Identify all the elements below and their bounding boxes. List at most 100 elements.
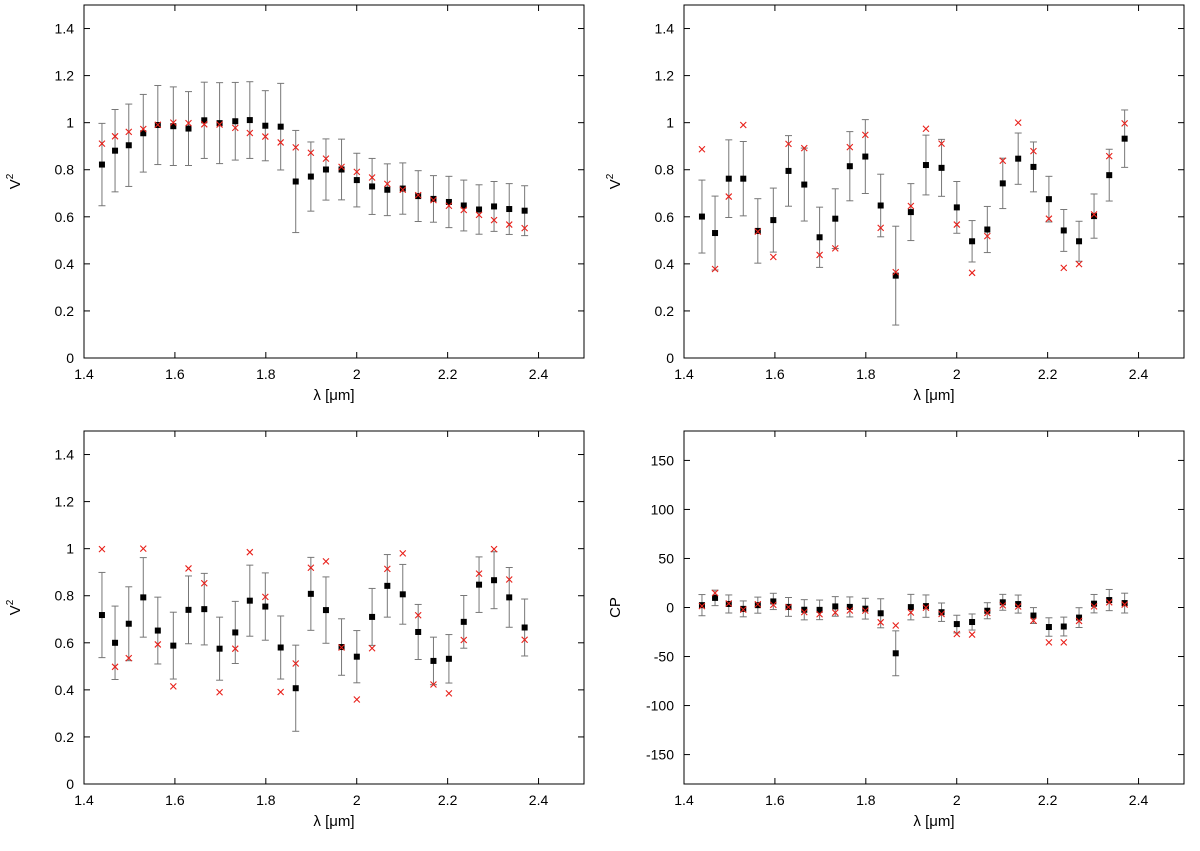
observed-marker [922, 603, 929, 610]
observed-marker [1106, 172, 1113, 179]
observed-point [98, 571, 106, 659]
x-axis-label: λ [μm] [913, 813, 954, 830]
observed-point [125, 103, 133, 187]
model-point [490, 545, 498, 553]
x-tick-label: 1.8 [856, 366, 876, 382]
model-point [907, 202, 915, 210]
observed-marker [112, 147, 119, 154]
model-point [292, 660, 300, 667]
model-point [968, 269, 976, 277]
model-point [831, 244, 839, 252]
observed-marker [862, 605, 869, 612]
model-point [754, 228, 762, 236]
observed-marker [712, 594, 719, 601]
observed-point [169, 86, 177, 166]
x-tick-label: 2 [953, 792, 961, 808]
observed-point [231, 81, 239, 161]
x-tick-label: 1.6 [765, 366, 785, 382]
observed-marker [491, 203, 498, 210]
observed-marker [399, 185, 406, 192]
model-point [877, 618, 885, 626]
model-point [861, 607, 869, 615]
observed-point [231, 600, 239, 665]
model-point [399, 186, 407, 194]
observed-marker [140, 130, 147, 137]
model-point [169, 119, 177, 127]
observed-marker [832, 603, 839, 610]
x-tick-label: 1.8 [856, 792, 876, 808]
x-tick-label: 2 [953, 366, 961, 382]
observed-point [1014, 132, 1022, 185]
model-point [139, 125, 147, 133]
x-tick-label: 1.4 [674, 366, 694, 382]
observed-marker [262, 122, 269, 129]
x-axis-label: λ [μm] [913, 387, 954, 404]
model-point [246, 548, 254, 556]
x-tick-label: 1.6 [165, 366, 185, 382]
model-point [338, 163, 345, 171]
model-point [322, 155, 330, 163]
y-tick-label: 0.2 [55, 303, 75, 319]
observed-point [1105, 148, 1113, 202]
observed-point [414, 170, 422, 223]
observed-point [429, 175, 437, 223]
y-tick-label: 100 [651, 501, 675, 517]
model-point [861, 131, 869, 139]
y-tick-label: 0.6 [55, 209, 75, 225]
plot-frame [83, 4, 585, 359]
y-tick-label: -100 [646, 698, 674, 714]
observed-marker [460, 202, 467, 209]
model-point [816, 251, 823, 259]
observed-point [846, 596, 854, 618]
observed-point [383, 163, 391, 217]
y-tick-label: 1.2 [55, 68, 75, 84]
y-tick-label: 1 [66, 115, 74, 131]
observed-marker [125, 142, 132, 149]
observed-point [1045, 617, 1053, 637]
observed-point [1045, 175, 1053, 223]
observed-point [490, 551, 498, 610]
x-tick-label: 2.2 [438, 792, 458, 808]
observed-marker [754, 602, 761, 609]
observed-marker [846, 603, 853, 610]
x-tick-label: 1.6 [165, 792, 185, 808]
observed-marker [216, 645, 223, 652]
observed-marker [506, 594, 513, 601]
observed-point [368, 157, 376, 215]
observed-marker [953, 621, 960, 628]
model-point [231, 124, 239, 132]
observed-point [922, 134, 930, 196]
model-point [154, 641, 162, 648]
model-point [831, 609, 839, 616]
model-point [922, 125, 930, 133]
y-tick-label: 1.4 [55, 21, 75, 37]
observed-point [938, 138, 946, 197]
observed-point [505, 566, 513, 628]
panel-top-left: 1.4 1.6 1.8 2 2.2 2.4 0 0.2 0.4 0.6 0.8 1 1.2 1.4 λ [μ… [5, 4, 585, 404]
observed-marker [491, 577, 498, 584]
model-point [98, 545, 106, 553]
y-tick-label: 0 [666, 600, 674, 616]
y-axis-label: V2 [5, 599, 24, 615]
panel-bottom-right: 1.4 1.6 1.8 2 2.2 2.4 -150 -100 -50 0 50 100 150 λ [μ… [607, 430, 1185, 830]
observed-marker [415, 193, 422, 200]
observed-point [892, 630, 900, 677]
observed-point [846, 131, 854, 202]
observed-point [490, 181, 498, 232]
observed-marker [369, 613, 376, 620]
y-axis-label: V2 [5, 173, 24, 189]
model-point [983, 609, 991, 617]
model-point [521, 636, 529, 644]
observed-marker [201, 606, 208, 613]
observed-marker [201, 117, 208, 124]
observed-point [368, 587, 376, 646]
observed-marker [307, 173, 314, 180]
observed-marker [1121, 135, 1128, 142]
observed-marker [1045, 196, 1052, 203]
observed-point [1105, 588, 1113, 612]
model-point [725, 600, 733, 607]
observed-point [475, 184, 483, 235]
x-tick-label: 1.8 [256, 792, 276, 808]
observed-point [216, 616, 224, 681]
